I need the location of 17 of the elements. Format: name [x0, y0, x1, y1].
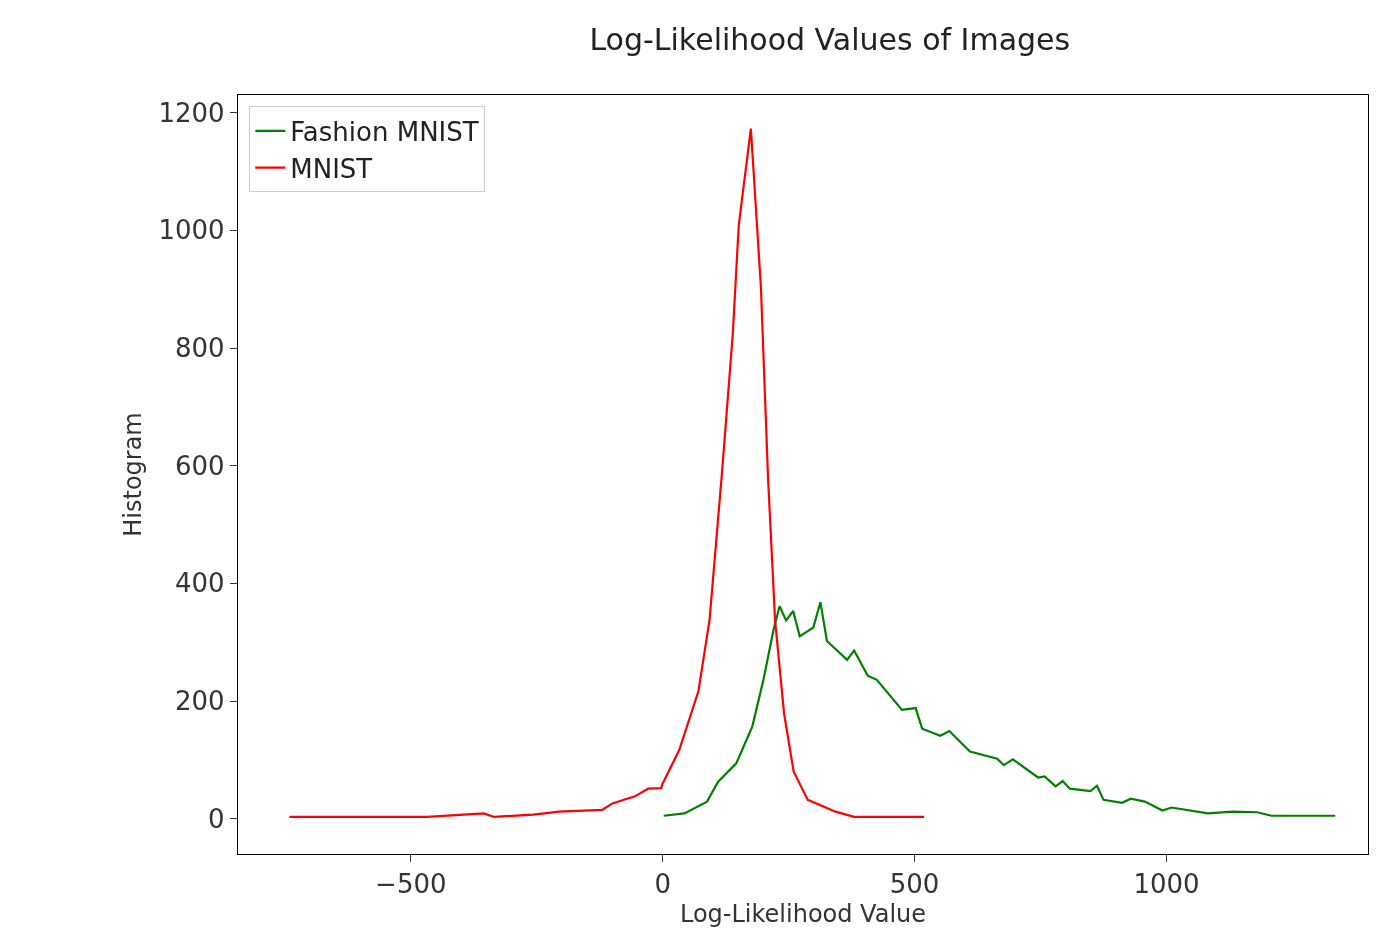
- x-tick-label: 0: [654, 869, 671, 900]
- y-axis-title: Histogram: [118, 412, 147, 537]
- y-tick-label: 400: [175, 568, 225, 599]
- y-tick-label: 1200: [158, 97, 225, 128]
- line-series: [662, 601, 1337, 817]
- y-tick-label: 200: [175, 686, 225, 717]
- x-axis-title: Log-Likelihood Value: [679, 899, 927, 928]
- x-tick-label: −500: [375, 869, 447, 900]
- y-tick-label: 600: [175, 450, 225, 481]
- x-tick-label: 1000: [1133, 869, 1200, 900]
- x-tick-label: 500: [889, 869, 940, 900]
- legend-label: Fashion MNIST: [290, 116, 479, 147]
- y-tick-label: 800: [175, 333, 225, 364]
- y-tick-label: 1000: [158, 215, 225, 246]
- chart-title: Log-Likelihood Values of Images: [589, 21, 1071, 57]
- y-tick-label: 0: [208, 803, 225, 834]
- legend-label: MNIST: [290, 153, 373, 184]
